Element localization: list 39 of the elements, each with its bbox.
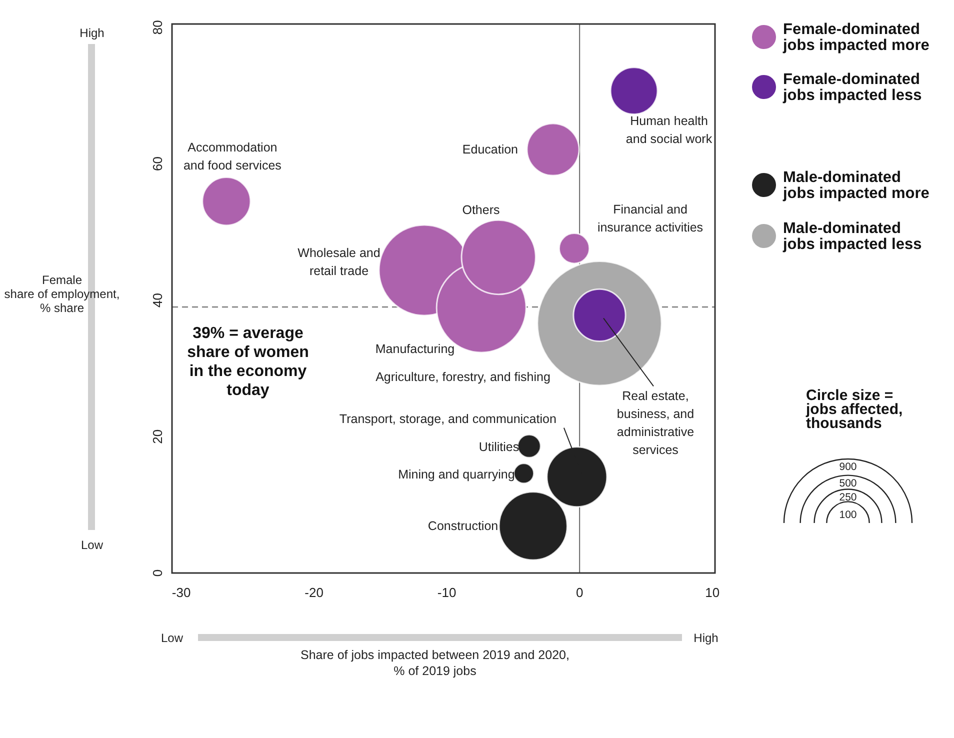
- annotation: Manufacturing: [375, 342, 455, 356]
- annotation: Education: [462, 142, 518, 156]
- x-tick-label: -20: [304, 585, 324, 600]
- x-tick-label: 0: [576, 585, 584, 600]
- annotation: Accommodation and food services: [183, 140, 282, 172]
- text: Low: [160, 631, 184, 645]
- text: Low: [80, 538, 104, 552]
- legend-label: Female-dominated jobs impacted less: [782, 71, 922, 104]
- annotation: Financial and insurance activities: [597, 202, 704, 234]
- annotation: Wholesale and retail trade: [298, 246, 380, 278]
- annotation: Human health and social work: [626, 114, 713, 146]
- legend-label: 500: [839, 477, 857, 490]
- annotation: Transport, storage, and communication: [339, 412, 556, 426]
- annotation: Agriculture, forestry, and fishing: [376, 370, 550, 384]
- y-tick-label: 40: [150, 292, 165, 308]
- x-tick-label: -10: [437, 585, 456, 600]
- x-tick-label: 10: [705, 585, 720, 600]
- annotation: Real estate, business, and administrative services: [616, 389, 694, 458]
- legend-title: Circle size = jobs affected, thousands: [805, 387, 903, 432]
- legend-label: 250: [839, 491, 857, 504]
- x-axis-title: Share of jobs impacted between 2019 and 2020, % of 2019 jobs: [300, 648, 570, 678]
- legend-label: Male-dominated jobs impacted less: [782, 220, 922, 253]
- annotation: Mining and quarrying: [398, 467, 515, 482]
- y-axis-title: Female share of employment, % share: [4, 273, 120, 315]
- y-tick-label: 20: [150, 429, 165, 444]
- y-tick-label: 80: [150, 20, 165, 35]
- annotation: Utilities: [478, 440, 520, 454]
- x-tick-label: -30: [172, 585, 191, 600]
- y-tick-label: 0: [150, 569, 165, 577]
- ref-line-label: 39% = average share of women in the economy today: [187, 325, 309, 400]
- annotation: Others: [462, 203, 500, 217]
- legend-label: 100: [839, 509, 857, 521]
- legend-label: Male-dominated jobs impacted more: [782, 169, 930, 202]
- legend-label: Female-dominated jobs impacted more: [782, 21, 930, 54]
- text: High: [694, 631, 718, 645]
- annotation: Construction: [428, 518, 498, 533]
- y-tick-label: 60: [150, 156, 165, 172]
- text: High: [80, 26, 104, 40]
- legend-label: 900: [839, 461, 857, 473]
